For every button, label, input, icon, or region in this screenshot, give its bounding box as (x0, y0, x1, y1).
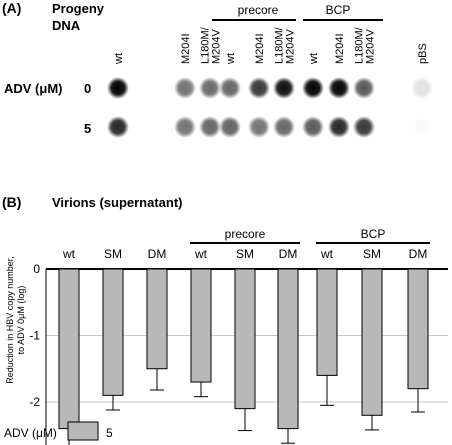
lane-label: wt (113, 53, 125, 65)
blot-dot (273, 77, 295, 99)
panel-b-title: Virions (supernatant) (52, 195, 183, 210)
lane-label-line: wt (308, 53, 320, 65)
group-label: precore (225, 227, 266, 241)
lane-label-line: M204I (254, 33, 266, 64)
blot-dot (248, 77, 270, 99)
blot-dot (174, 77, 196, 99)
category-label: SM (363, 247, 381, 261)
lane-label-line: M204V (211, 28, 223, 64)
lane-label-line: wt (113, 53, 125, 65)
category-label: DM (409, 247, 428, 261)
group-label-precore: precore (238, 3, 279, 17)
y-tick-label: 0 (33, 262, 40, 276)
category-label: wt (194, 247, 208, 261)
blot-dot (328, 116, 350, 138)
lane-label-line: L180M/ (200, 26, 212, 64)
lane-label-line: L180M/ (274, 26, 286, 64)
lane-label: L180M/M204V (200, 26, 223, 64)
y-axis-label-line1: Reduction in HBV copy number, (5, 256, 15, 384)
bar (361, 268, 383, 416)
legend-entry: 5 (106, 426, 113, 440)
lane-label: M204I (254, 33, 266, 64)
lane-label: M204I (334, 33, 346, 64)
blot-dot (328, 77, 350, 99)
bar (58, 268, 80, 430)
lane-labels: wt M204I L180M/M204V wt M204I L180M/M204V wt M2… (113, 26, 429, 65)
bar (102, 268, 124, 396)
blot-dot (199, 77, 221, 99)
blot-dot (174, 116, 196, 138)
group-label-bcp: BCP (326, 3, 351, 17)
category-label: DM (279, 247, 298, 261)
panel-a-label: (A) (2, 0, 21, 16)
legend-title: ADV (μM) (4, 426, 57, 440)
lane-label: wt (308, 53, 320, 65)
panel-a-title-line2: DNA (52, 18, 81, 33)
blot-dot (411, 116, 433, 138)
blot-dot (107, 77, 129, 99)
lane-label: wt (225, 53, 237, 65)
bar (146, 268, 168, 370)
group-label: BCP (361, 227, 386, 241)
row-axis-label: ADV (μM) (4, 81, 63, 96)
y-axis-label-line2: to ADV 0μM (log) (16, 286, 26, 355)
blot-dot (107, 116, 129, 138)
lane-label: M204I (180, 33, 192, 64)
blot-dot (273, 116, 295, 138)
legend-swatch (67, 421, 99, 441)
category-label: wt (62, 247, 76, 261)
category-label: wt (320, 247, 334, 261)
bar (316, 268, 338, 376)
blot-dot (302, 116, 324, 138)
blot-dot (219, 77, 241, 99)
bar (407, 268, 429, 390)
bar-chart: 0 -1 -2 wt SM DM wt SM DM wt SM DM precore BCP (29, 227, 448, 445)
category-label: SM (236, 247, 254, 261)
lane-label-line: M204I (334, 33, 346, 64)
blot-dot (302, 77, 324, 99)
blot-dot (219, 116, 241, 138)
lane-label: pBS (417, 43, 429, 64)
bar (277, 268, 299, 430)
dot-blot (107, 77, 433, 138)
lane-label: L180M/M204V (354, 26, 377, 64)
y-tick-label: -2 (29, 395, 40, 409)
lane-label-line: M204V (365, 28, 377, 64)
blot-dot (199, 116, 221, 138)
lane-label-line: L180M/ (354, 26, 366, 64)
blot-dot (411, 77, 433, 99)
y-axis-label: Reduction in HBV copy number, to ADV 0μM… (5, 256, 26, 384)
panel-a-title-line1: Progeny (52, 1, 105, 16)
row-value-0: 0 (84, 81, 91, 96)
y-tick-label: -1 (29, 329, 40, 343)
panel-b-label: (B) (2, 194, 21, 210)
lane-label-line: pBS (417, 43, 429, 64)
category-label: DM (148, 247, 167, 261)
category-label: SM (104, 247, 122, 261)
blot-dot (248, 116, 270, 138)
lane-label-line: M204V (285, 28, 297, 64)
lane-label-line: wt (225, 53, 237, 65)
bar (234, 268, 256, 410)
row-value-5: 5 (84, 121, 91, 136)
blot-dot (353, 77, 375, 99)
bar (190, 268, 212, 383)
blot-dot (353, 116, 375, 138)
lane-label: L180M/M204V (274, 26, 297, 64)
lane-label-line: M204I (180, 33, 192, 64)
